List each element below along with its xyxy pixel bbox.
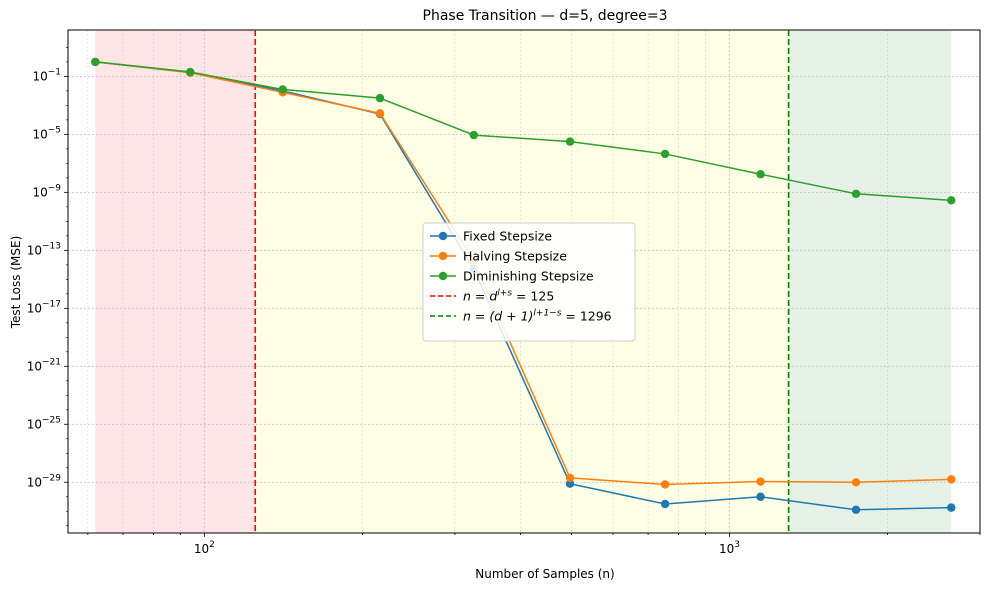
data-point <box>375 109 385 118</box>
y-tick-label: 10−13 <box>27 241 61 257</box>
data-point <box>565 137 575 146</box>
data-point <box>660 499 670 509</box>
data-point <box>375 93 385 103</box>
data-point <box>756 170 765 179</box>
legend-marker <box>438 231 448 241</box>
y-tick-label: 10−29 <box>27 473 62 489</box>
y-tick-label: 10−9 <box>32 183 61 199</box>
data-point <box>756 477 765 486</box>
series-diminishing-stepsize <box>91 57 956 205</box>
y-axis-label: Test Loss (MSE) <box>9 236 23 330</box>
legend-entry: Fixed Stepsize <box>463 229 552 244</box>
data-point <box>851 478 861 487</box>
legend-entry: n = (d + 1)l+1−s = 1296 <box>463 309 612 324</box>
y-tick-label: 10−5 <box>32 125 61 141</box>
data-point <box>851 189 861 199</box>
legend-entry: Halving Stepsize <box>463 249 567 264</box>
chart-title: Phase Transition — d=5, degree=3 <box>423 8 668 24</box>
data-point <box>565 473 575 483</box>
data-point <box>660 480 670 489</box>
x-axis-label: Number of Samples (n) <box>475 567 614 581</box>
data-point <box>565 479 575 488</box>
legend-box <box>422 222 636 342</box>
legend-entry: Diminishing Stepsize <box>463 269 594 284</box>
axes-frame <box>67 29 981 534</box>
region-0 <box>95 30 256 533</box>
legend-marker <box>438 251 448 261</box>
data-point <box>947 475 956 484</box>
data-point <box>186 67 195 77</box>
x-tick-label: 103 <box>719 540 740 556</box>
data-point <box>91 57 100 67</box>
grid <box>68 30 981 533</box>
plot-area: 102 103 10−1 10−5 10−9 10−13 10−17 10−21 10−25 10… <box>27 29 981 556</box>
data-point <box>947 503 956 512</box>
region-2 <box>788 30 952 533</box>
y-tick-label: 10−21 <box>27 357 61 373</box>
y-tick-label: 10−17 <box>27 299 61 315</box>
series-line <box>95 61 952 202</box>
series-line <box>95 61 952 486</box>
data-point <box>660 149 670 159</box>
y-tick-label: 10−1 <box>32 67 61 83</box>
data-point <box>278 85 287 94</box>
x-tick-label: 102 <box>194 540 215 556</box>
data-point <box>469 130 479 140</box>
data-point <box>756 492 765 501</box>
legend-entry: n = dl+s = 125 <box>463 289 554 304</box>
legend: Fixed Stepsize Halving Stepsize Diminishin… <box>422 222 636 342</box>
data-point <box>947 196 956 205</box>
y-tick-label: 10−25 <box>27 415 61 431</box>
data-point <box>851 505 861 515</box>
legend-marker <box>438 271 448 281</box>
